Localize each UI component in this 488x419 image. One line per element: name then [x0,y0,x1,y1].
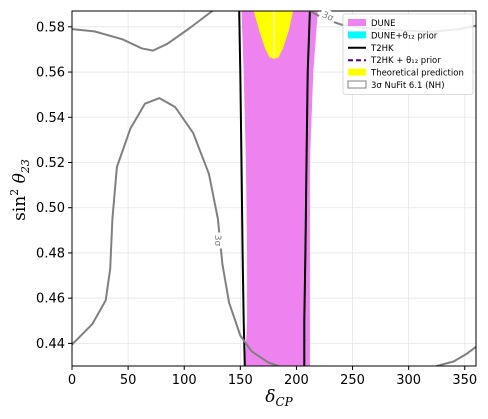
x-tick-label: 300 [396,373,421,388]
series-3-nufit-6-1-nh-line [435,345,476,366]
legend-swatch-theoretical-prediction [348,68,366,76]
y-axis-label: sin2 θ23 [8,159,32,221]
x-tick-label: 250 [340,373,365,388]
legend-label-t2hk: T2HK [370,44,394,54]
legend-swatch-3-nufit-6-1-nh [347,80,367,89]
axis-ticks: 0 50 100 150 200 250 300 350 0.44 0.46 0.48 0.50 0.5… [36,20,477,388]
legend-label-dune-prior: DUNE+θ₁₂ prior [371,31,438,41]
x-tick-label: 0 [68,373,76,388]
series-3-nufit-6-1-nh-line [72,11,214,52]
series-3-nufit-6-1-nh-line [72,97,280,366]
y-axis-label-main: sin [10,196,30,221]
y-tick-label: 0.58 [36,20,65,35]
x-tick-label: 350 [452,373,477,388]
y-tick-label: 0.54 [36,111,65,126]
plot-area [72,11,476,366]
series-t2hk-line [238,11,246,366]
x-tick-label: 150 [228,373,253,388]
contour-label-bg [318,7,338,25]
contour-labels: 3σ 3σ [212,7,338,249]
plot-frame [71,10,477,367]
contour-label-text: 3σ [212,235,222,247]
y-tick-label: 0.48 [36,246,65,261]
y-tick-label: 0.50 [36,201,65,216]
contour-label-text: 3σ [320,10,335,24]
legend-label-3-nufit-6-1-nh: 3σ NuFit 6.1 (NH) [371,81,445,91]
contour-label-bg [212,232,224,249]
series-t2hk-line [303,11,311,366]
y-axis-label-sub: 23 [19,159,32,174]
y-axis-label-sup: 2 [8,189,21,196]
contour-label: 3σ [212,232,224,249]
x-axis-label: δCP [265,387,293,409]
x-tick-label: 50 [120,373,137,388]
legend-swatch-dune [348,19,366,26]
x-tick-label: 100 [172,373,197,388]
legend-label-dune: DUNE [371,19,396,29]
series-theoretical-prediction-region [253,11,294,59]
y-tick-label: 0.46 [36,292,65,307]
x-tick-label: 200 [284,373,309,388]
x-axis-label-main: δ [265,387,275,407]
legend-label-t2hk-prior: T2HK + θ₁₂ prior [370,56,441,66]
legend-label-theoretical-prediction: Theoretical prediction [370,69,464,79]
legend-swatch-dune-prior [348,31,366,39]
legend-box [342,13,474,95]
y-tick-label: 0.52 [36,156,65,171]
x-axis-label-sub: CP [275,395,293,409]
series-dune-region [241,11,318,366]
contour-label: 3σ [318,7,338,25]
legend: DUNE DUNE+θ₁₂ prior T2HK T2HK + θ₁₂ prior Th… [342,13,474,95]
y-tick-label: 0.44 [36,337,65,352]
y-tick-label: 0.56 [36,66,65,81]
y-axis-label-theta: θ [10,173,30,189]
